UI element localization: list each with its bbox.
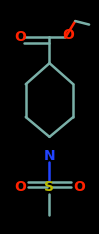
Text: S: S <box>44 180 55 194</box>
Text: O: O <box>14 30 26 44</box>
Text: O: O <box>14 180 26 194</box>
Text: O: O <box>73 180 85 194</box>
Text: O: O <box>62 28 74 42</box>
Text: N: N <box>44 149 55 163</box>
